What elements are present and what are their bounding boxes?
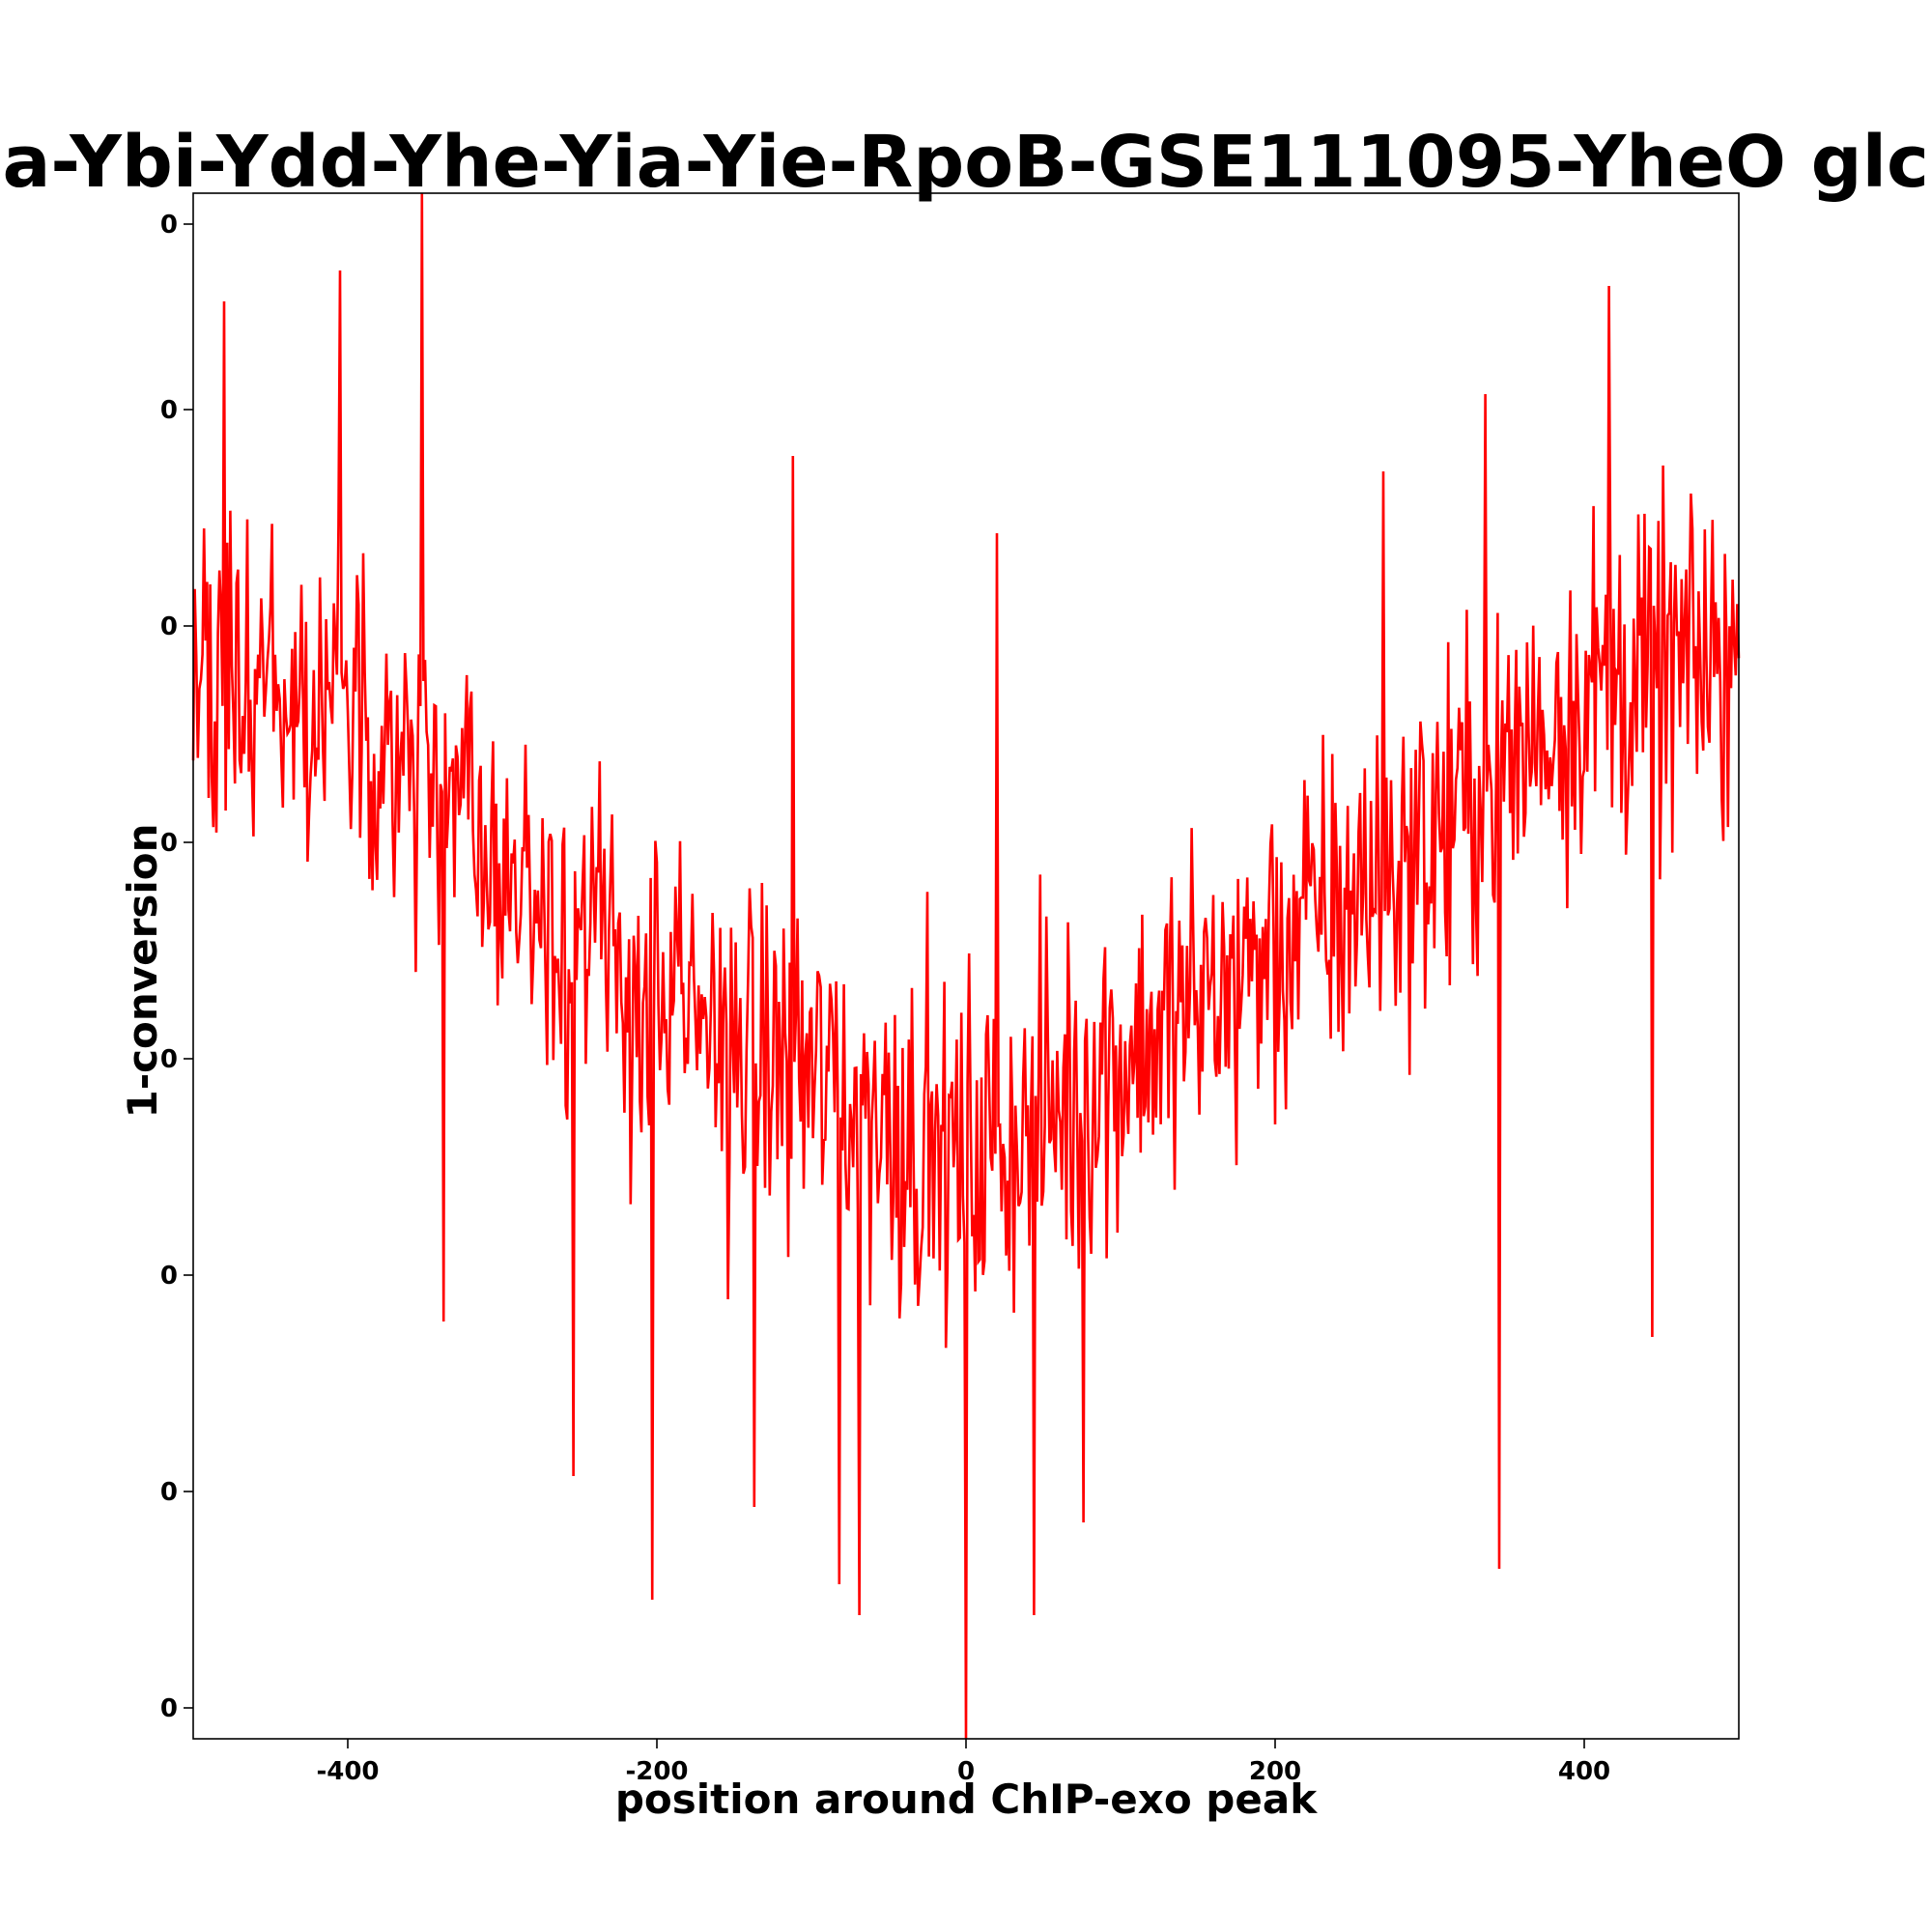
- chart-title: oa-Ybi-Ydd-Yhe-Yia-Yie-RpoB-GSE111095-Yh…: [0, 121, 1932, 204]
- y-tick-label: 0: [160, 612, 178, 641]
- y-tick-label: 0: [160, 396, 178, 425]
- x-tick-label: -400: [316, 1757, 379, 1786]
- y-tick-label: 0: [160, 1478, 178, 1507]
- x-tick-label: -200: [625, 1757, 688, 1786]
- y-tick-label: 0: [160, 1045, 178, 1074]
- y-tick-label: 0: [160, 211, 178, 240]
- y-tick-label: 0: [160, 1694, 178, 1723]
- x-axis: -400 -200 0 200 400: [316, 1739, 1610, 1786]
- x-tick-label: 200: [1249, 1757, 1301, 1786]
- y-tick-label: 0: [160, 829, 178, 858]
- x-axis-label: position around ChIP-exo peak: [615, 1776, 1318, 1823]
- y-axis: 0 0 0 0 0 0 0 0: [160, 211, 193, 1723]
- plot-area: [191, 192, 1741, 1740]
- y-axis-label: 1-conversion: [119, 823, 166, 1118]
- y-tick-label: 0: [160, 1262, 178, 1291]
- x-tick-label: 400: [1558, 1757, 1610, 1786]
- x-tick-label: 0: [957, 1757, 975, 1786]
- series-line: [191, 192, 1741, 1740]
